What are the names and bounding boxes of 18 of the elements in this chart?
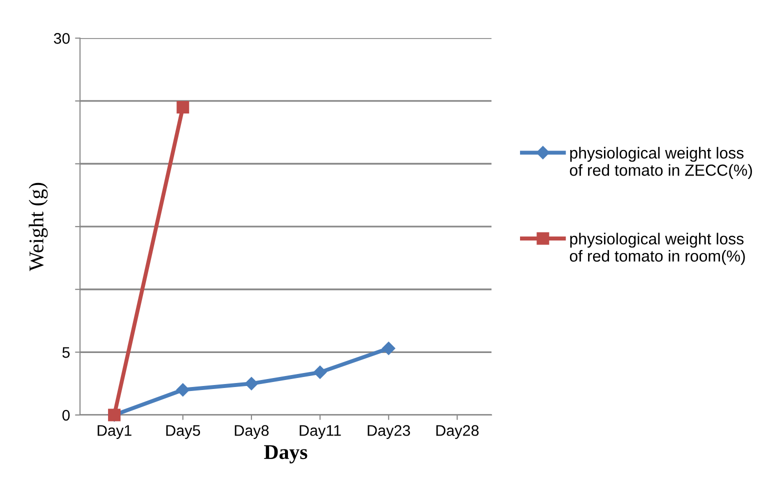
point	[382, 342, 396, 356]
x-tick-label: Day1	[98, 425, 132, 439]
x-tick-label: Day11	[300, 425, 341, 439]
x-tick-label: Day28	[436, 425, 479, 439]
y-tick-label: 5	[62, 347, 70, 358]
y-tick-label: 0	[62, 410, 70, 421]
x-tick-label: Day5	[166, 425, 200, 439]
x-tick-label: Day23	[368, 425, 410, 439]
point	[176, 100, 190, 114]
point	[313, 366, 327, 379]
legend-label: physiological weight loss of red tomato in ZECC(%)	[570, 146, 752, 179]
x-tick-label: Day8	[234, 425, 269, 439]
point	[176, 383, 190, 396]
y-axis-title: Weight (g)	[28, 182, 48, 272]
point	[244, 377, 258, 390]
y-tick-label: 30	[54, 33, 70, 44]
legend-label: physiological weight loss of red tomato in room(%)	[570, 232, 745, 265]
x-axis-title: Days	[264, 445, 308, 464]
